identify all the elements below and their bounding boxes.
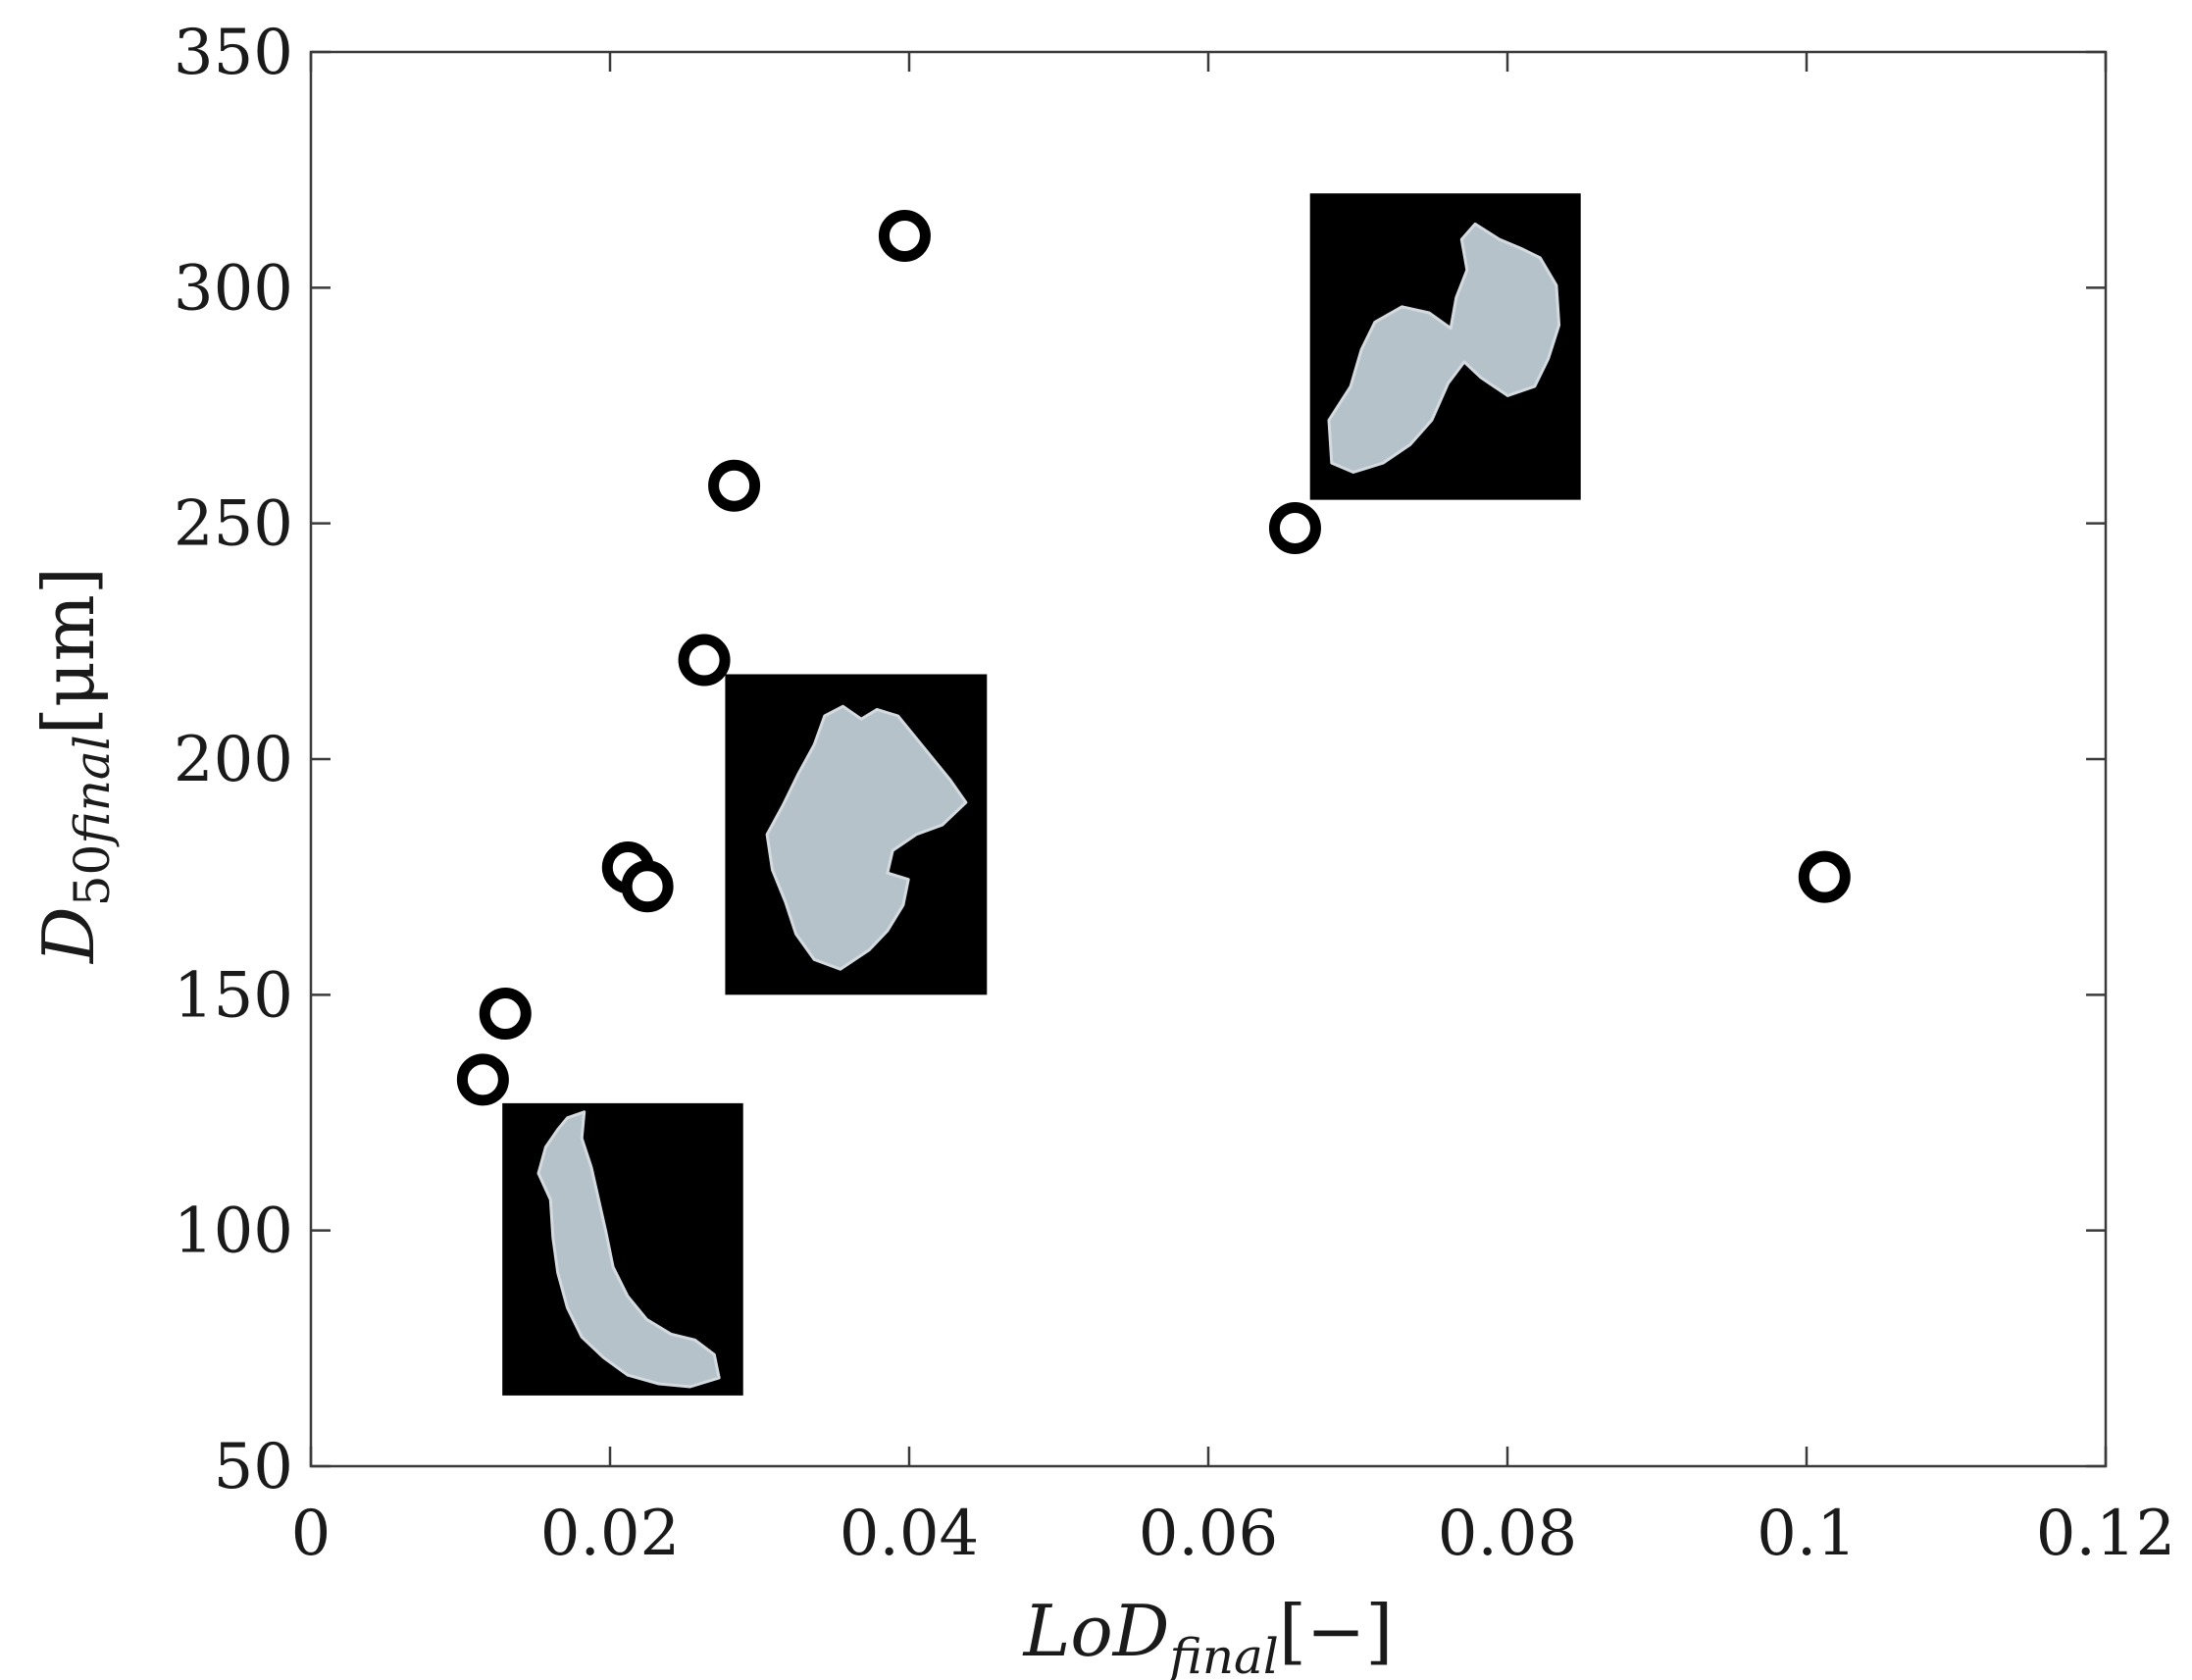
data-point — [1798, 850, 1851, 903]
x-tick-label: 0.02 — [540, 1498, 681, 1570]
y-tick-label: 150 — [174, 959, 293, 1032]
x-tick-label: 0.12 — [2036, 1498, 2176, 1570]
particle-silhouette — [765, 704, 968, 971]
x-tick-label: 0.08 — [1438, 1498, 1578, 1570]
y-axis-title: D50final[μm] — [27, 567, 121, 965]
y-axis-title-sub-italic: final — [64, 735, 121, 847]
axis-ticks — [309, 50, 2108, 1468]
data-point — [1268, 501, 1321, 554]
data-point — [479, 988, 532, 1041]
data-point — [878, 209, 931, 262]
tick-labels: 0 0.02 0.04 0.06 0.08 0.1 0.12 50 100 150 200 250 30… — [174, 17, 2175, 1570]
inset-particle-medium — [725, 674, 988, 995]
data-point — [456, 1053, 509, 1106]
x-axis-title-main: LoD — [1022, 1590, 1170, 1672]
y-axis-title-sub: 50 — [64, 844, 121, 907]
y-tick-label: 100 — [174, 1196, 293, 1268]
x-axis-title: LoDfinal[−] — [1022, 1590, 1394, 1680]
y-tick-label: 200 — [174, 724, 293, 796]
y-axis-title-main: D — [27, 906, 110, 965]
inset-particle-large — [1309, 193, 1581, 500]
y-tick-label: 300 — [174, 252, 293, 325]
y-tick-label: 350 — [174, 17, 293, 89]
data-point — [708, 459, 761, 512]
inset-particle-small — [502, 1102, 743, 1396]
x-tick-label: 0.04 — [840, 1498, 980, 1570]
x-tick-label: 0.1 — [1757, 1498, 1857, 1570]
x-axis-title-bracket: [−] — [1279, 1590, 1394, 1672]
y-axis-title-bracket: [μm] — [27, 567, 110, 735]
y-tick-label: 250 — [174, 488, 293, 561]
inset-images — [502, 193, 1581, 1396]
x-tick-label: 0 — [291, 1498, 331, 1570]
particle-silhouette — [536, 1110, 721, 1389]
data-points — [456, 209, 1851, 1106]
data-point — [678, 634, 731, 687]
particle-silhouette — [1327, 222, 1561, 474]
x-axis-title-sub: final — [1166, 1628, 1279, 1680]
data-point — [621, 860, 674, 913]
y-tick-label: 50 — [214, 1431, 293, 1503]
x-tick-label: 0.06 — [1139, 1498, 1279, 1570]
